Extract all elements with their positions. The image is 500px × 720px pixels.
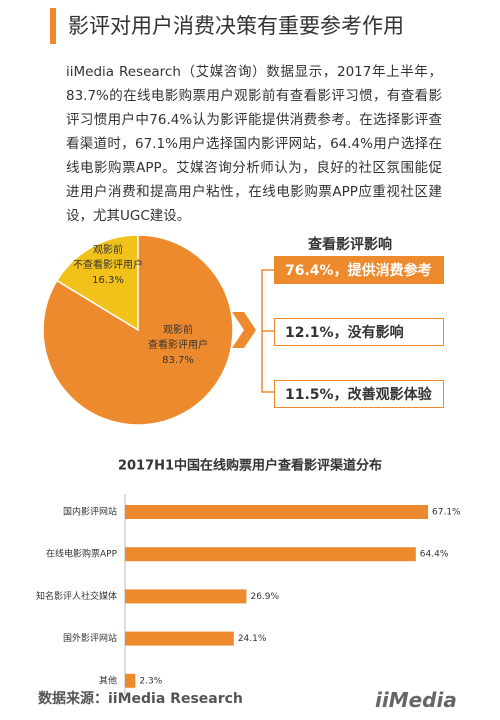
chart-title: 2017H1中国在线购票用户查看影评渠道分布 xyxy=(118,458,382,474)
bar xyxy=(125,589,247,604)
logo: iiMedia xyxy=(375,688,457,712)
bar xyxy=(125,547,416,562)
y-tick-label: 国内影评网站 xyxy=(63,506,117,518)
value-label: 2.3% xyxy=(139,676,162,686)
source: 数据来源：iiMedia Research xyxy=(38,691,243,707)
pie-label: 观影前 查看影评用户 xyxy=(148,325,208,351)
impact-item: 76.4%，提供消费参考 xyxy=(274,256,444,284)
arrow xyxy=(232,312,256,348)
impact-item: 12.1%，没有影响 xyxy=(274,318,444,346)
impact-title: 查看影评影响 xyxy=(308,237,392,253)
pie-label: 观影前 不查看影评用户 xyxy=(73,245,143,271)
value-label: 24.1% xyxy=(238,634,267,644)
pie-value-label: 83.7% xyxy=(162,355,194,366)
y-tick-label: 知名影评人社交媒体 xyxy=(36,590,117,602)
bracket xyxy=(261,269,274,393)
bar xyxy=(125,673,136,688)
y-tick-label: 在线电影购票APP xyxy=(46,548,118,560)
value-label: 26.9% xyxy=(250,592,279,602)
title: 影评对用户消费决策有重要参考作用 xyxy=(68,14,404,38)
bar xyxy=(125,631,234,646)
impact-item: 11.5%，改善观影体验 xyxy=(274,380,444,408)
pie-value-label: 16.3% xyxy=(92,275,124,286)
value-label: 64.4% xyxy=(420,550,449,560)
y-tick-label: 国外影评网站 xyxy=(63,632,117,644)
pie-slice xyxy=(42,234,234,426)
y-tick-label: 其他 xyxy=(99,674,117,686)
value-label: 67.1% xyxy=(432,508,461,518)
title-accent xyxy=(50,8,56,44)
bar xyxy=(125,505,428,519)
paragraph: iiMedia Research（艾媒咨询）数据显示，2017年上半年，83.7… xyxy=(66,64,442,224)
pie-slice xyxy=(55,234,139,332)
